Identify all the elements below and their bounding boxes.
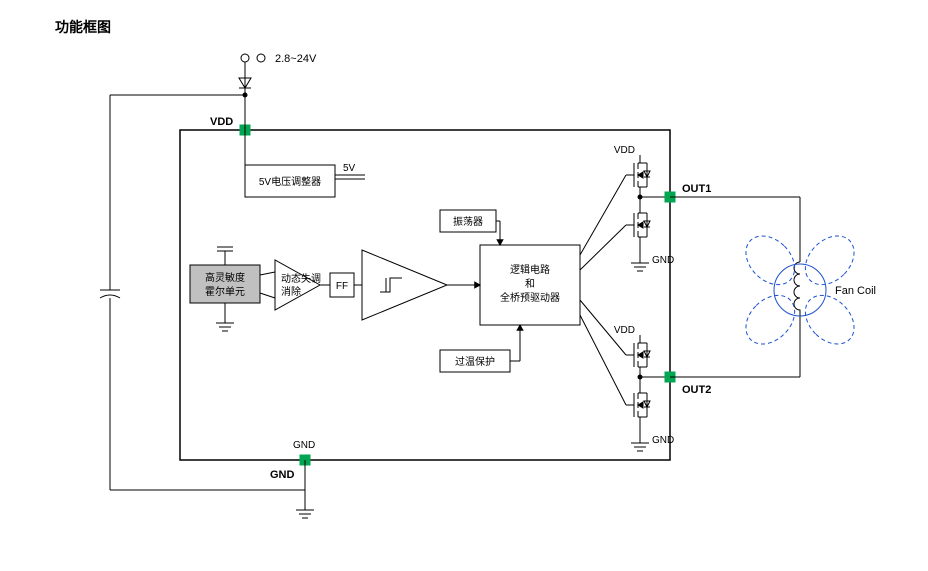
- mosfet: [626, 155, 650, 195]
- otp-label: 过温保护: [455, 355, 495, 368]
- wire: [580, 175, 626, 255]
- fet-vdd-label-2: VDD: [614, 325, 635, 336]
- fan-blade: [736, 286, 804, 354]
- shape: [475, 282, 480, 288]
- osc-label: 振荡器: [453, 215, 483, 228]
- shape: [638, 402, 643, 408]
- shape: [638, 222, 643, 228]
- offset-label-1: 动态失调: [281, 272, 321, 285]
- fan-hub: [774, 264, 826, 316]
- mosfet: [626, 385, 650, 425]
- supply-label: 2.8~24V: [275, 53, 317, 65]
- diagram-title: 功能框图: [55, 19, 111, 35]
- ground-symbol: [631, 433, 649, 451]
- vdd-label: VDD: [210, 116, 233, 128]
- hall-label-1: 高灵敏度: [205, 271, 245, 284]
- shape: [638, 172, 643, 178]
- coil: [794, 262, 800, 318]
- offset-label-2: 消除: [281, 285, 301, 298]
- regulator-5v-label: 5V: [343, 163, 356, 174]
- gnd-label: GND: [270, 469, 295, 481]
- fan-label: Fan Coil: [835, 285, 876, 297]
- arrow: [497, 221, 503, 245]
- wire: [260, 293, 275, 298]
- fet-vdd-label-1: VDD: [614, 145, 635, 156]
- fet-gnd-label-1: GND: [652, 255, 674, 266]
- ground-symbol: [216, 313, 234, 331]
- comparator: [362, 250, 447, 320]
- gnd-inner-label: GND: [293, 440, 315, 451]
- cap-curve: [100, 295, 120, 298]
- out1-label: OUT1: [682, 183, 711, 195]
- circle: [243, 93, 247, 97]
- fan-blade: [736, 226, 804, 294]
- hall-label-2: 霍尔单元: [205, 285, 245, 298]
- wire: [580, 225, 626, 270]
- arrow: [517, 325, 523, 361]
- circle: [638, 375, 642, 379]
- ground-symbol: [296, 500, 314, 518]
- arrow: [447, 282, 480, 288]
- wire: [260, 272, 275, 275]
- ff-label: FF: [336, 281, 348, 292]
- logic-label-3: 全桥预驱动器: [500, 291, 560, 304]
- hysteresis-symbol: [380, 278, 402, 292]
- logic-label-1: 逻辑电路: [510, 263, 550, 276]
- regulator-label: 5V电压调整器: [259, 175, 321, 188]
- circle: [638, 195, 642, 199]
- supply-terminal: [241, 54, 249, 62]
- shape: [497, 240, 503, 245]
- amp1: [275, 260, 320, 310]
- shape: [517, 325, 523, 330]
- supply-terminal: [257, 54, 265, 62]
- logic-label-2: 和: [525, 278, 535, 290]
- mosfet: [626, 205, 650, 245]
- shape: [638, 352, 643, 358]
- ground-symbol: [631, 253, 649, 271]
- out2-label: OUT2: [682, 384, 711, 396]
- mosfet: [626, 335, 650, 375]
- fet-gnd-label-2: GND: [652, 435, 674, 446]
- block-diagram: 功能框图 VDD 2.8~24V GND GND 5V电压调整器 5V 高灵敏度霍尔单元 动态失…: [0, 0, 928, 566]
